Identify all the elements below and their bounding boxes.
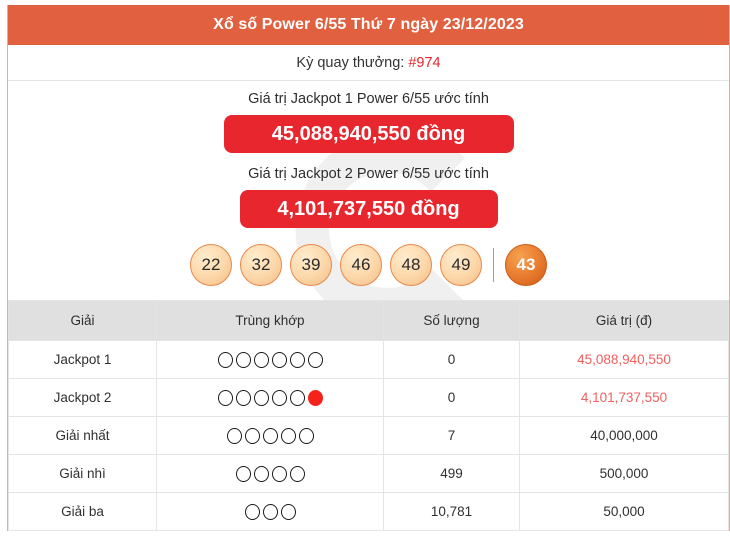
cell-prize-name: Giải nhì	[8, 454, 157, 493]
cell-prize-value: 50,000	[519, 492, 729, 531]
match-circle-empty	[280, 427, 296, 444]
cell-prize-name: Giải ba	[8, 492, 157, 531]
jackpot2-label: Giá trị Jackpot 2 Power 6/55 ước tính	[248, 166, 489, 182]
match-circle-empty	[280, 503, 296, 520]
match-circle-group	[157, 351, 383, 368]
drawn-numbers: 22 32 39 46 48 49 43	[8, 238, 729, 300]
number-ball: 39	[290, 244, 332, 286]
draw-id: #974	[408, 54, 441, 71]
match-circle-group	[157, 503, 383, 520]
match-circle-empty	[253, 351, 269, 368]
cell-quantity: 0	[383, 340, 520, 379]
table-row: Giải nhất 7 40,000,000	[8, 416, 729, 455]
match-circle-empty	[253, 389, 269, 406]
match-circle-empty	[217, 351, 233, 368]
jackpot2-value: 4,101,737,550 đồng	[239, 190, 498, 228]
draw-label: Kỳ quay thưởng:	[296, 54, 405, 71]
jackpot1-label: Giá trị Jackpot 1 Power 6/55 ước tính	[248, 91, 489, 107]
cell-prize-value: 500,000	[519, 454, 729, 493]
match-circle-empty	[235, 465, 251, 482]
bonus-number-ball: 43	[505, 244, 547, 286]
lottery-result-card: Xổ số Power 6/55 Thứ 7 ngày 23/12/2023 K…	[7, 5, 730, 531]
match-circle-group	[157, 389, 383, 406]
match-circle-empty	[289, 465, 305, 482]
table-row: Jackpot 1 0 45,088,940,550	[8, 340, 729, 379]
match-circle-empty	[298, 427, 314, 444]
match-circle-empty	[262, 427, 278, 444]
cell-prize-value: 4,101,737,550	[519, 378, 729, 417]
cell-match-circles	[156, 416, 384, 455]
match-circle-empty	[253, 465, 269, 482]
cell-quantity: 499	[383, 454, 520, 493]
column-header-match: Trùng khớp	[156, 300, 384, 341]
number-ball: 49	[440, 244, 482, 286]
jackpot1-value: 45,088,940,550 đồng	[223, 115, 514, 153]
cell-match-circles	[156, 378, 384, 417]
cell-match-circles	[156, 340, 384, 379]
match-circle-empty	[235, 351, 251, 368]
cell-quantity: 7	[383, 416, 520, 455]
cell-prize-name: Jackpot 1	[8, 340, 157, 379]
match-circle-empty	[289, 351, 305, 368]
number-ball: 22	[190, 244, 232, 286]
match-circle-group	[157, 465, 383, 482]
prize-table-body: Jackpot 1 0 45,088,940,550 Jackpot 2 0 4,101,…	[8, 340, 729, 531]
cell-match-circles	[156, 492, 384, 531]
cell-prize-name: Giải nhất	[8, 416, 157, 455]
number-ball: 46	[340, 244, 382, 286]
column-header-prize: Giải	[8, 300, 157, 341]
number-ball: 48	[390, 244, 432, 286]
table-row: Giải ba 10,781 50,000	[8, 492, 729, 531]
match-circle-empty	[244, 503, 260, 520]
jackpot-area: Giá trị Jackpot 1 Power 6/55 ước tính 45…	[8, 81, 729, 238]
cell-quantity: 0	[383, 378, 520, 417]
prize-table: Giải Trùng khớp Số lượng Giá trị (đ) Jac…	[8, 300, 729, 531]
table-header-row: Giải Trùng khớp Số lượng Giá trị (đ)	[8, 300, 729, 341]
cell-prize-value: 45,088,940,550	[519, 340, 729, 379]
cell-prize-value: 40,000,000	[519, 416, 729, 455]
match-circle-empty	[244, 427, 260, 444]
number-ball: 32	[240, 244, 282, 286]
column-header-quantity: Số lượng	[383, 300, 520, 341]
cell-quantity: 10,781	[383, 492, 520, 531]
draw-row: Kỳ quay thưởng: #974	[8, 45, 729, 81]
column-header-value: Giá trị (đ)	[519, 300, 729, 341]
match-circle-empty	[289, 389, 305, 406]
cell-match-circles	[156, 454, 384, 493]
match-circle-empty	[217, 389, 233, 406]
match-circle-empty	[262, 503, 278, 520]
match-circle-group	[157, 427, 383, 444]
match-circle-empty	[271, 389, 287, 406]
ball-divider	[493, 248, 494, 282]
match-circle-empty	[271, 465, 287, 482]
match-circle-empty	[271, 351, 287, 368]
table-row: Jackpot 2 0 4,101,737,550	[8, 378, 729, 417]
cell-prize-name: Jackpot 2	[8, 378, 157, 417]
match-circle-empty	[226, 427, 242, 444]
match-circle-empty	[235, 389, 251, 406]
match-circle-filled	[307, 389, 323, 406]
table-row: Giải nhì 499 500,000	[8, 454, 729, 493]
page-title: Xổ số Power 6/55 Thứ 7 ngày 23/12/2023	[8, 5, 729, 45]
match-circle-empty	[307, 351, 323, 368]
